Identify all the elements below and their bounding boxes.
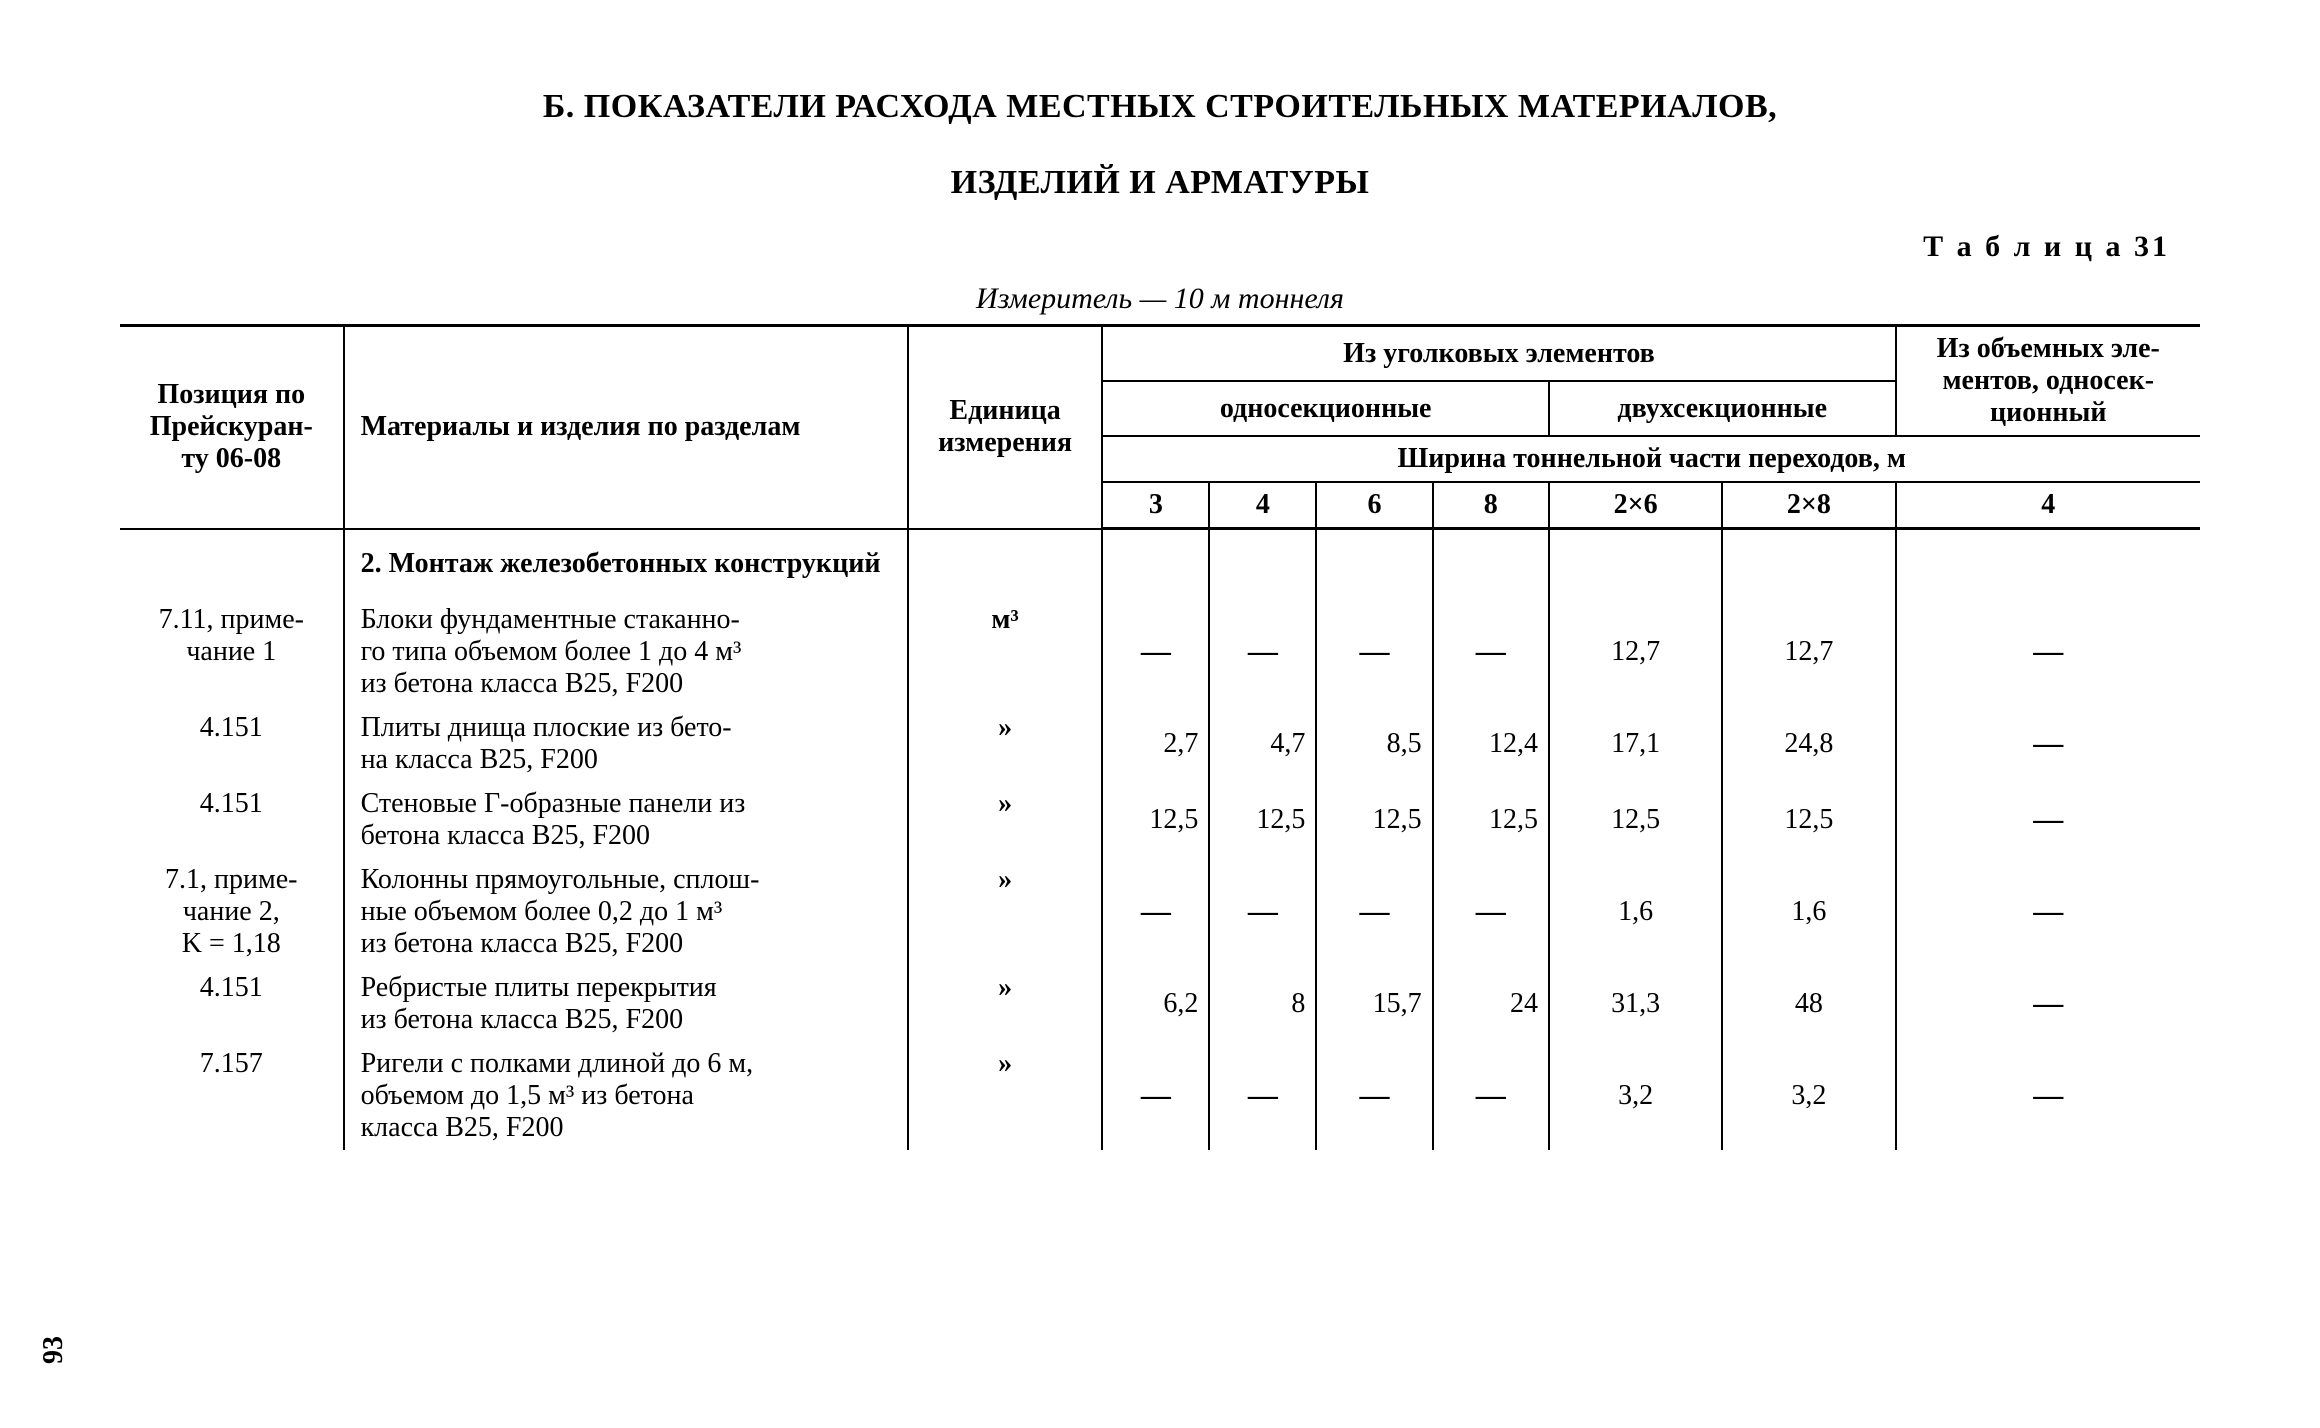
hdr-w28: 2×8 [1722,482,1895,529]
hdr-width-line: Ширина тоннельной части переходов, м [1102,436,2200,482]
cell-w28: 12,5 [1722,782,1895,858]
hdr-group-angle: Из уголковых элементов [1102,326,1895,382]
hdr-materials: Материалы и изделия по разделам [344,326,908,529]
cell-w8: 24 [1433,966,1549,1042]
cell-w4: — [1209,598,1316,706]
cell-w26: 12,5 [1549,782,1722,858]
cell-w28: 12,7 [1722,598,1895,706]
cell-w28: 3,2 [1722,1042,1895,1150]
cell-wV4: — [1896,966,2200,1042]
hdr-position: Позиция по Прейскуран- ту 06-08 [120,326,344,529]
cell-w4: 8 [1209,966,1316,1042]
cell-position: 4.151 [120,966,344,1042]
cell-w8: — [1433,858,1549,966]
title-line-2: ИЗДЕЛИЙ И АРМАТУРЫ [951,164,1370,201]
cell-w26: 3,2 [1549,1042,1722,1150]
cell-position: 7.11, приме- чание 1 [120,598,344,706]
cell-description: Ригели с полками длиной до 6 м, объемом … [344,1042,908,1150]
main-table: Позиция по Прейскуран- ту 06-08 Материал… [120,324,2200,1150]
document-page: Б. ПОКАЗАТЕЛИ РАСХОДА МЕСТНЫХ СТРОИТЕЛЬН… [0,0,2320,1428]
cell-description: Ребристые плиты перекрытия из бетона кла… [344,966,908,1042]
cell-wV4: — [1896,706,2200,782]
cell-w6: 8,5 [1316,706,1432,782]
hdr-w3: 3 [1102,482,1209,529]
hdr-sub-double: двухсекционные [1549,381,1896,436]
cell-unit: м³ [908,598,1103,706]
cell-wV4: — [1896,1042,2200,1150]
table-row: 4.151Стеновые Г-образные панели из бетон… [120,782,2200,858]
hdr-w26: 2×6 [1549,482,1722,529]
section-row: 2. Монтаж железобетонных конструкций [120,529,2200,598]
cell-w8: 12,4 [1433,706,1549,782]
hdr-w4: 4 [1209,482,1316,529]
cell-w4: — [1209,858,1316,966]
hdr-w6: 6 [1316,482,1432,529]
hdr-sub-single: односекционные [1102,381,1549,436]
table-row: 7.157Ригели с полками длиной до 6 м, объ… [120,1042,2200,1150]
cell-w6: 15,7 [1316,966,1432,1042]
table-row: 7.1, приме- чание 2, K = 1,18Колонны пря… [120,858,2200,966]
cell-unit: » [908,782,1103,858]
page-number: 93 [38,1336,70,1364]
cell-w3: 6,2 [1102,966,1209,1042]
cell-w8: — [1433,598,1549,706]
cell-w4: 12,5 [1209,782,1316,858]
cell-w6: 12,5 [1316,782,1432,858]
table-row: 4.151Ребристые плиты перекрытия из бетон… [120,966,2200,1042]
cell-w3: 2,7 [1102,706,1209,782]
cell-unit: » [908,1042,1103,1150]
cell-description: Колонны прямоугольные, сплош- ные объемо… [344,858,908,966]
hdr-w8: 8 [1433,482,1549,529]
title-line-1: Б. ПОКАЗАТЕЛИ РАСХОДА МЕСТНЫХ СТРОИТЕЛЬН… [543,88,1777,125]
table-row: 7.11, приме- чание 1Блоки фундаментные с… [120,598,2200,706]
cell-w28: 24,8 [1722,706,1895,782]
cell-w8: 12,5 [1433,782,1549,858]
cell-description: Плиты днища плоские из бето- на класса В… [344,706,908,782]
cell-w4: 4,7 [1209,706,1316,782]
cell-w3: — [1102,858,1209,966]
cell-wV4: — [1896,598,2200,706]
cell-w3: 12,5 [1102,782,1209,858]
cell-wV4: — [1896,858,2200,966]
cell-w26: 17,1 [1549,706,1722,782]
cell-w28: 1,6 [1722,858,1895,966]
cell-w6: — [1316,598,1432,706]
cell-w3: — [1102,598,1209,706]
cell-position: 7.1, приме- чание 2, K = 1,18 [120,858,344,966]
cell-w26: 12,7 [1549,598,1722,706]
cell-w28: 48 [1722,966,1895,1042]
section-heading: 2. Монтаж железобетонных конструкций [344,529,908,598]
cell-w8: — [1433,1042,1549,1150]
cell-w26: 1,6 [1549,858,1722,966]
doc-title: Б. ПОКАЗАТЕЛИ РАСХОДА МЕСТНЫХ СТРОИТЕЛЬН… [110,50,2210,202]
cell-w6: — [1316,1042,1432,1150]
cell-unit: » [908,706,1103,782]
cell-w6: — [1316,858,1432,966]
cell-w3: — [1102,1042,1209,1150]
cell-position: 4.151 [120,782,344,858]
hdr-wV4: 4 [1896,482,2200,529]
table-caption: Т а б л и ц а 31 [110,230,2170,264]
cell-description: Блоки фундаментные стаканно- го типа объ… [344,598,908,706]
cell-w4: — [1209,1042,1316,1150]
cell-description: Стеновые Г-образные панели из бетона кла… [344,782,908,858]
cell-unit: » [908,858,1103,966]
measure-line: Измеритель — 10 м тоннеля [110,282,2210,316]
table-row: 4.151Плиты днища плоские из бето- на кла… [120,706,2200,782]
hdr-unit: Единица измерения [908,326,1103,529]
cell-position: 4.151 [120,706,344,782]
cell-wV4: — [1896,782,2200,858]
hdr-group-volume: Из объемных эле- ментов, односек- ционны… [1896,326,2200,437]
cell-position: 7.157 [120,1042,344,1150]
cell-unit: » [908,966,1103,1042]
table-body: 2. Монтаж железобетонных конструкций 7.1… [120,529,2200,1150]
cell-w26: 31,3 [1549,966,1722,1042]
